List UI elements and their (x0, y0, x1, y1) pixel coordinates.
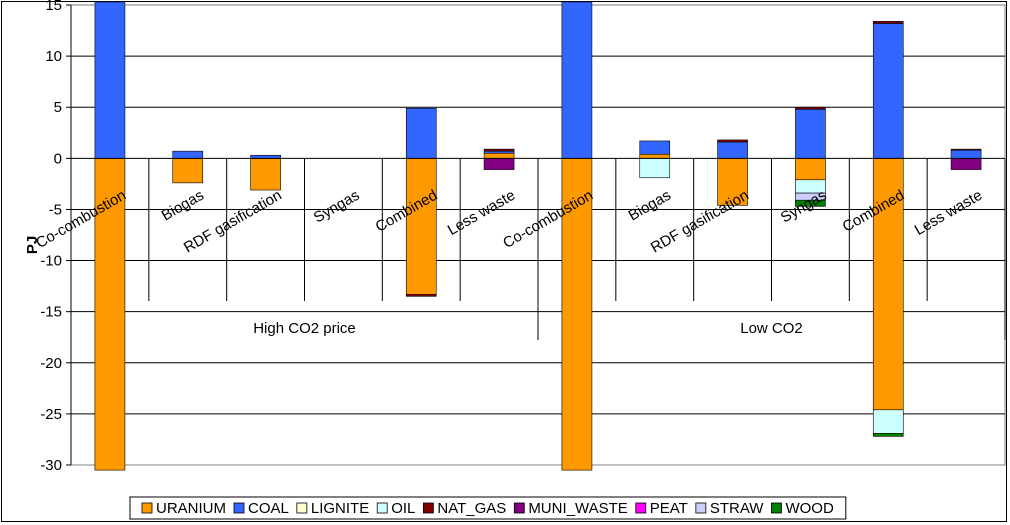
legend: URANIUM COAL LIGNITE OIL NAT_GAS MUNI_WASTE PE… (129, 496, 847, 520)
legend-swatch (423, 502, 434, 514)
bar-segment-uranium (250, 158, 281, 191)
bar-segment-uranium (872, 158, 904, 411)
bars (94, 1, 982, 471)
bar-segment-coal (405, 107, 437, 159)
y-tick-label: 5 (54, 99, 62, 116)
bar-segment-muni-waste (950, 158, 982, 170)
bar-segment-nat-gas (950, 148, 982, 151)
legend-label: OIL (391, 500, 415, 517)
bar-segment-uranium (717, 158, 748, 206)
y-tick-label: 15 (45, 0, 62, 14)
legend-label: NAT_GAS (437, 500, 506, 517)
bar-segment-coal (950, 149, 982, 159)
bar-segment-uranium (639, 153, 671, 159)
bar-segment-uranium (483, 152, 515, 159)
bar-segment-muni-waste (483, 158, 515, 170)
y-tick-label: -10 (40, 253, 62, 270)
bar-segment-coal (639, 140, 671, 155)
legend-swatch (376, 502, 388, 514)
bar-segment-uranium (561, 158, 593, 471)
legend-label: MUNI_WASTE (528, 500, 627, 517)
legend-swatch (296, 502, 308, 514)
legend-swatch (695, 502, 707, 514)
axes (66, 4, 1006, 466)
y-tick-label: -15 (40, 304, 62, 321)
legend-label: PEAT (650, 500, 688, 517)
bar-segment-coal (872, 23, 904, 159)
legend-swatch (513, 502, 525, 514)
legend-label: LIGNITE (311, 500, 369, 517)
y-tick-label: 0 (54, 150, 62, 167)
y-tick-label: -20 (40, 355, 62, 372)
bar-segment-wood (795, 199, 826, 207)
bar-segment-coal (94, 1, 126, 159)
bar-segment-coal (795, 108, 826, 159)
bar-segment-nat-gas (483, 148, 515, 152)
legend-label: URANIUM (156, 500, 226, 517)
bar-segment-coal (717, 141, 748, 159)
bar-segment-uranium (795, 158, 826, 181)
legend-label: WOOD (785, 500, 833, 517)
legend-swatch (141, 502, 153, 514)
legend-swatch (771, 502, 782, 514)
y-tick-label: -25 (40, 406, 62, 423)
y-tick-label: -5 (49, 201, 62, 218)
bar-segment-coal (172, 150, 204, 159)
legend-swatch (635, 502, 647, 514)
legend-label: COAL (248, 500, 289, 517)
group-label: High CO2 price (253, 320, 356, 337)
bar-segment-oil (639, 158, 671, 179)
group-label: Low CO2 (740, 320, 803, 337)
bar-segment-uranium (94, 158, 126, 471)
bar-segment-uranium (405, 158, 437, 295)
bar-segment-coal (483, 150, 515, 154)
bar-segment-nat-gas (795, 106, 826, 110)
bar-segment-nat-gas (405, 293, 437, 297)
bar-segment-coal (561, 1, 593, 159)
legend-swatch (233, 502, 245, 514)
bar-segment-uranium (172, 158, 204, 184)
legend-frame (129, 496, 847, 520)
bar-segment-nat-gas (717, 139, 748, 143)
legend-label: STRAW (710, 500, 764, 517)
bar-segment-nat-gas (872, 21, 904, 24)
y-tick-label: 10 (45, 48, 62, 65)
bar-segment-oil (872, 409, 904, 434)
y-tick-label: -30 (40, 457, 62, 474)
bar-segment-wood (872, 433, 904, 437)
y-axis-label: PJ (24, 236, 41, 254)
